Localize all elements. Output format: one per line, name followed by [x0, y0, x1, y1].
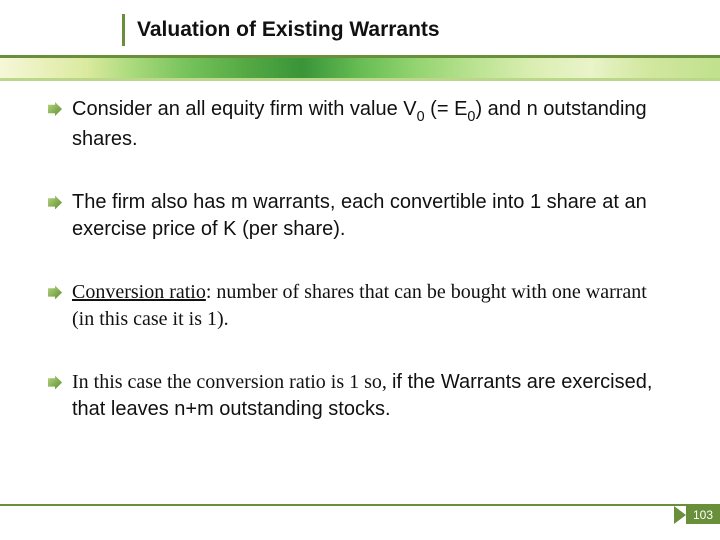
bullet-text: In this case the conversion ratio is 1 s… — [72, 369, 672, 423]
bullet-glyph-icon — [48, 195, 62, 209]
page-number-box: 103 — [686, 506, 720, 524]
band-bottom-line — [0, 78, 720, 81]
bullet-glyph-icon — [48, 285, 62, 299]
text-segment: (= E — [425, 98, 468, 120]
bullet-item: The firm also has m warrants, each conve… — [48, 189, 672, 243]
bullet-item: In this case the conversion ratio is 1 s… — [48, 369, 672, 423]
bullet-text: Conversion ratio: number of shares that … — [72, 279, 672, 333]
bullet-item: Conversion ratio: number of shares that … — [48, 279, 672, 333]
text-segment: 0 — [417, 109, 425, 125]
text-segment: Conversion ratio — [72, 281, 206, 303]
text-segment: Consider an all equity firm with value V — [72, 98, 417, 120]
slide: Valuation of Existing Warrants Consider … — [0, 0, 720, 540]
text-segment: The firm also has m warrants, each conve… — [72, 191, 647, 240]
bullet-glyph-icon — [48, 375, 62, 389]
bullet-glyph-icon — [48, 102, 62, 116]
footer: 103 — [0, 504, 720, 524]
decorative-band — [0, 55, 720, 83]
title-area: Valuation of Existing Warrants — [122, 14, 440, 46]
footer-line — [0, 504, 720, 506]
bullet-item: Consider an all equity firm with value V… — [48, 96, 672, 153]
title-accent-bar — [122, 14, 125, 46]
page-number: 103 — [693, 508, 713, 522]
footer-wedge-icon — [674, 506, 686, 524]
band-gradient — [0, 58, 720, 78]
body-content: Consider an all equity firm with value V… — [48, 96, 672, 459]
page-title: Valuation of Existing Warrants — [137, 18, 440, 42]
text-segment: 0 — [467, 109, 475, 125]
text-segment: In this case the conversion ratio is 1 s… — [72, 371, 392, 393]
bullet-text: The firm also has m warrants, each conve… — [72, 189, 672, 243]
bullet-text: Consider an all equity firm with value V… — [72, 96, 672, 153]
